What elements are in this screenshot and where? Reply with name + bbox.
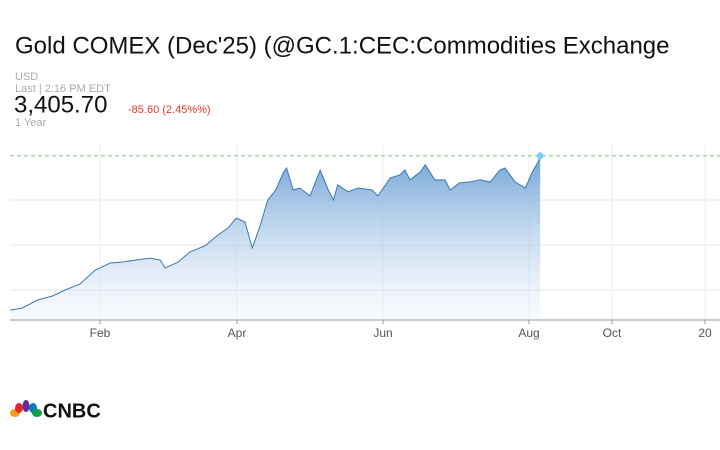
x-tick-label: Apr <box>228 326 247 340</box>
last-point <box>536 152 544 160</box>
price: 3,405.70 <box>14 91 107 118</box>
x-tick-label: Jun <box>373 326 392 340</box>
logo: CNBC <box>10 400 101 422</box>
x-tick-label: Oct <box>603 326 622 340</box>
currency: USD <box>15 71 38 83</box>
x-tick-label: 20 <box>698 326 712 340</box>
last-time: Last | 2:16 PM EDT <box>15 83 111 95</box>
line <box>10 155 541 311</box>
area <box>10 155 541 320</box>
range: 1 Year <box>15 117 47 129</box>
plot: CNBCFebAprJunAugOct20 <box>10 145 720 340</box>
title: Gold COMEX (Dec'25) (@GC.1:CEC:Commoditi… <box>15 32 669 59</box>
x-tick-label: Feb <box>90 326 111 340</box>
x-tick-label: Aug <box>518 326 539 340</box>
logo-text: CNBC <box>43 400 101 422</box>
change: -85.60 (2.45%%) <box>128 104 211 116</box>
